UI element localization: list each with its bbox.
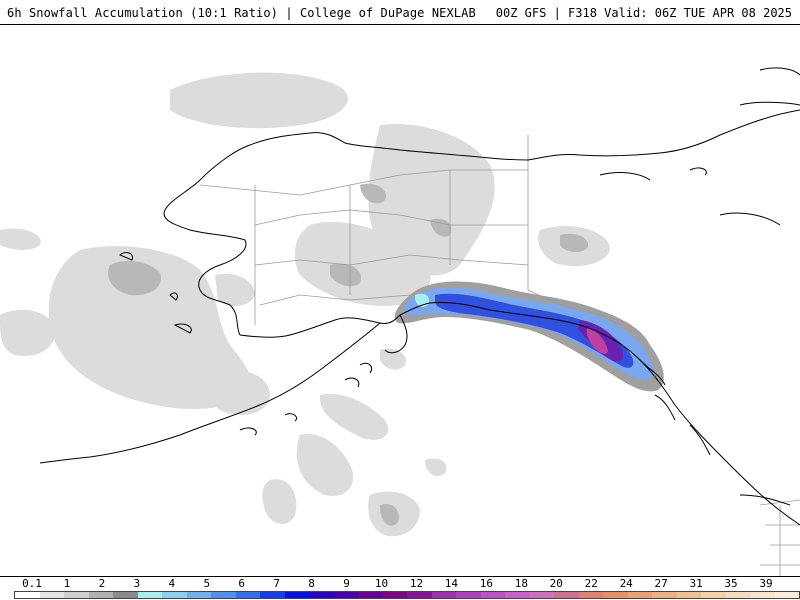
- colorbar-segment: [407, 592, 432, 598]
- colorbar-tick-label: 39: [759, 577, 773, 590]
- colorbar-segment: [260, 592, 285, 598]
- colorbar-tick-label: 0.1: [22, 577, 42, 590]
- colorbar-tick-label: 16: [479, 577, 493, 590]
- colorbar-segment: [701, 592, 726, 598]
- admin-borders: [199, 135, 800, 576]
- colorbar-tick-labels: 0.1 1 2 3 4 5 6 7 8 9 10 12 14 16 18 20 22 24 27 31 35 39: [0, 576, 800, 591]
- colorbar-segment: [676, 592, 701, 598]
- snowfall-light-areas: [0, 72, 610, 537]
- colorbar-segment: [64, 592, 89, 598]
- colorbar-tick-label: 5: [203, 577, 211, 590]
- colorbar-segment: [627, 592, 652, 598]
- colorbar-segment: [382, 592, 407, 598]
- colorbar-tick-label: 6: [238, 577, 246, 590]
- colorbar-tick-label: 12: [409, 577, 424, 590]
- colorbar-tick-label: 4: [168, 577, 176, 590]
- colorbar-segment: [529, 592, 554, 598]
- snowfall-map: [0, 25, 800, 576]
- colorbar-segment: [578, 592, 603, 598]
- colorbar-segment: [456, 592, 481, 598]
- colorbar-segment: [39, 592, 64, 598]
- colorbar-tick-label: 7: [273, 577, 280, 590]
- colorbar-segment: [186, 592, 211, 598]
- colorbar-segment: [137, 592, 162, 598]
- colorbar-segment: [750, 592, 775, 598]
- colorbar-segment: [480, 592, 505, 598]
- colorbar-segment: [309, 592, 334, 598]
- colorbar-tick-label: 10: [374, 577, 389, 590]
- coastlines: [39, 67, 800, 526]
- colorbar-tick-label: 24: [619, 577, 633, 590]
- colorbar-segment: [725, 592, 750, 598]
- colorbar-tick-label: 27: [654, 577, 668, 590]
- map-canvas: [0, 67, 800, 576]
- colorbar-segment: [15, 592, 40, 598]
- colorbar: [14, 591, 800, 599]
- colorbar-tick-label: 31: [689, 577, 703, 590]
- colorbar-tick-label: 2: [98, 577, 106, 590]
- colorbar-tick-label: 20: [549, 577, 563, 590]
- colorbar-segment: [235, 592, 260, 598]
- snowfall-magenta: [586, 327, 608, 354]
- snowfall-deep-blue: [435, 293, 634, 368]
- colorbar-segment: [358, 592, 383, 598]
- colorbar-segment: [162, 592, 187, 598]
- colorbar-tick-label: 8: [308, 577, 315, 590]
- colorbar-segment: [554, 592, 579, 598]
- colorbar-segment: [113, 592, 138, 598]
- colorbar-segment: [333, 592, 358, 598]
- colorbar-tick-label: 14: [444, 577, 459, 590]
- colorbar-tick-label: 1: [63, 577, 71, 590]
- colorbar-segment: [431, 592, 456, 598]
- colorbar-segment: [211, 592, 236, 598]
- colorbar-segment: [603, 592, 628, 598]
- product-title: 6h Snowfall Accumulation (10:1 Ratio) | …: [7, 6, 476, 20]
- model-valid-time: 00Z GFS | F318 Valid: 06Z TUE APR 08 202…: [495, 6, 792, 20]
- colorbar-tick-label: 35: [724, 577, 738, 590]
- colorbar-tick-label: 18: [514, 577, 528, 590]
- colorbar-segment: [774, 592, 799, 598]
- colorbar-tick-label: 9: [343, 577, 350, 590]
- colorbar-segment: [284, 592, 309, 598]
- colorbar-tick-label: 3: [133, 577, 141, 590]
- map-header: 6h Snowfall Accumulation (10:1 Ratio) | …: [0, 0, 800, 25]
- colorbar-segment: [505, 592, 530, 598]
- colorbar-segment: [88, 592, 113, 598]
- colorbar-tick-label: 22: [584, 577, 598, 590]
- colorbar-segment: [652, 592, 677, 598]
- snowfall-moderate-areas: [108, 183, 589, 526]
